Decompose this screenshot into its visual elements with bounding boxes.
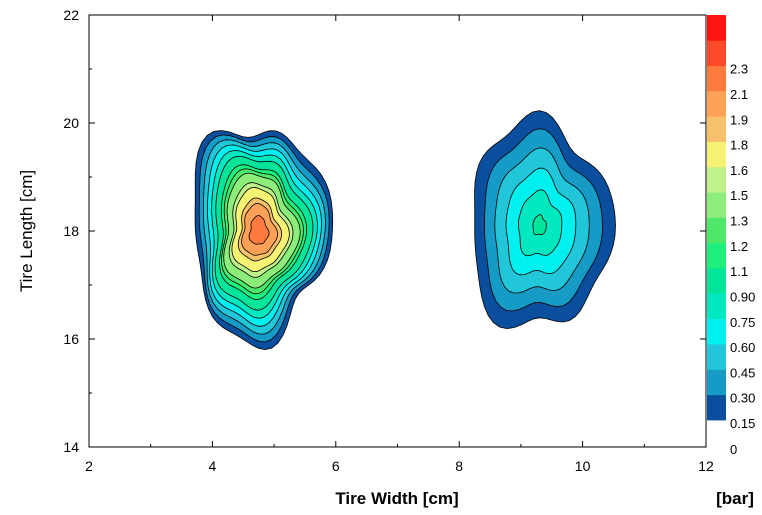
colorbar-swatch [707, 192, 726, 218]
contour-band [248, 215, 270, 245]
y-tick-label: 20 [63, 115, 79, 131]
x-axis-title: Tire Width [cm] [335, 489, 458, 508]
colorbar-tick-label: 0.75 [730, 315, 755, 330]
y-tick-label: 16 [63, 331, 79, 347]
colorbar-tick-label: 1.9 [730, 112, 748, 127]
colorbar-tick-label: 2.3 [730, 62, 748, 77]
x-tick-label: 6 [332, 458, 340, 474]
colorbar-tick-label: 1.5 [730, 188, 748, 203]
x-tick-label: 4 [209, 458, 217, 474]
colorbar-swatch [707, 242, 726, 269]
colorbar-tick-label: 1.1 [730, 264, 748, 279]
colorbar-swatch [707, 15, 726, 41]
colorbar-tick-label: 0 [730, 442, 737, 457]
y-axis-title: Tire Length [cm] [17, 170, 36, 292]
x-tick-label: 8 [455, 458, 463, 474]
colorbar-tick-label: 1.3 [730, 214, 748, 229]
y-tick-label: 18 [63, 223, 79, 239]
colorbar-swatch [707, 141, 726, 168]
contour-peak [194, 130, 334, 351]
colorbar-tick-label: 0.30 [730, 391, 755, 406]
x-tick-label: 12 [698, 458, 714, 474]
colorbar-swatch [707, 40, 726, 66]
x-tick-label: 10 [575, 458, 591, 474]
colorbar-tick-label: 1.6 [730, 163, 748, 178]
colorbar-tick-label: 0.60 [730, 340, 755, 355]
y-tick-label: 14 [63, 439, 79, 455]
colorbar-tick-label: 0.90 [730, 289, 755, 304]
contour-band [532, 214, 547, 236]
colorbar-swatch [707, 217, 726, 244]
contour-peak [474, 110, 616, 330]
colorbar-swatch [707, 318, 726, 345]
colorbar-tick-label: 2.1 [730, 87, 748, 102]
colorbar-swatch [707, 116, 726, 142]
x-tick-label: 2 [85, 458, 93, 474]
colorbar-unit-label: [bar] [716, 489, 754, 508]
colorbar-tick-label: 1.8 [730, 138, 748, 153]
colorbar-tick-label: 0.15 [730, 416, 755, 431]
y-axis: 14 16 18 20 22 [63, 7, 706, 455]
colorbar-swatch [707, 344, 726, 370]
colorbar-swatch [707, 166, 726, 193]
colorbar-swatch [707, 65, 726, 92]
contour-regions [194, 110, 616, 351]
colorbar-swatch [707, 369, 726, 396]
colorbar: 0 0.15 0.30 0.45 0.60 0.75 0.90 1.1 1.2 1.3 1.5 1.6… [707, 15, 755, 457]
x-axis: 2 4 6 8 10 12 [85, 15, 714, 474]
colorbar-tick-label: 0.45 [730, 365, 755, 380]
colorbar-swatch [707, 90, 726, 117]
colorbar-swatch [707, 268, 726, 294]
colorbar-swatch [707, 394, 726, 421]
colorbar-tick-label: 1.2 [730, 239, 748, 254]
colorbar-swatch [707, 293, 726, 320]
y-tick-label: 22 [63, 7, 79, 23]
